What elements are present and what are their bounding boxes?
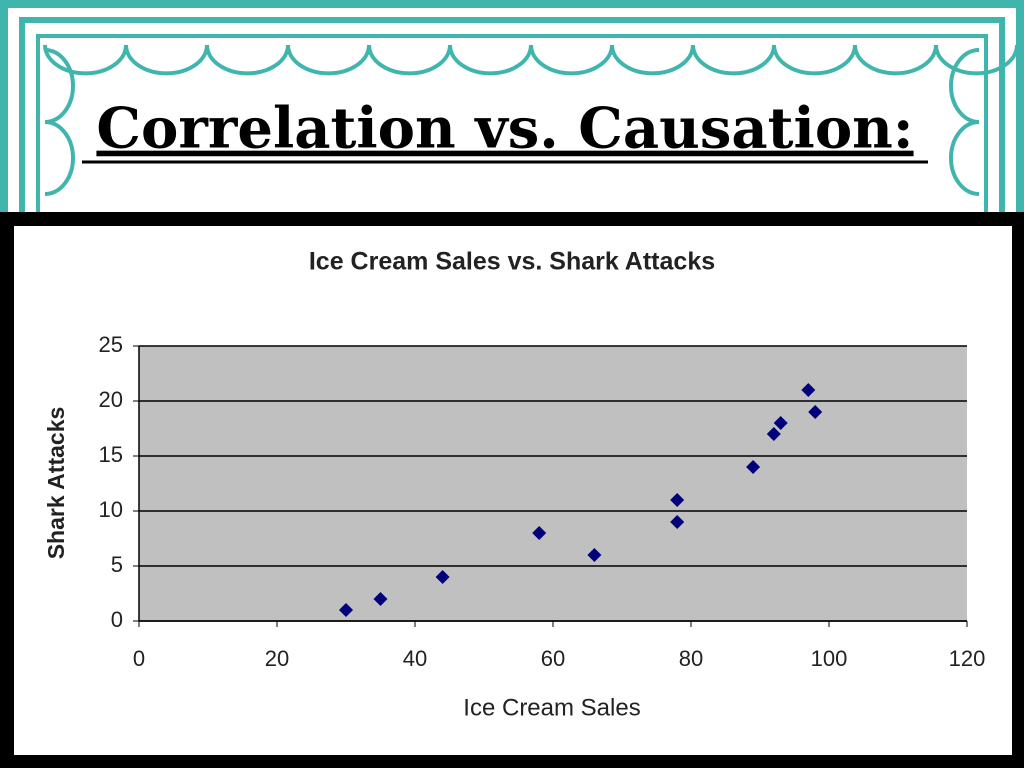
data-point <box>808 405 823 419</box>
x-tick-label: 120 <box>949 646 986 671</box>
plot-area <box>139 346 967 621</box>
data-point <box>339 603 353 617</box>
frame-scallops-left <box>44 48 75 196</box>
data-point <box>670 493 685 507</box>
data-point <box>766 427 781 441</box>
x-tick-label: 100 <box>811 646 848 671</box>
data-point <box>435 570 450 584</box>
data-point <box>670 515 685 529</box>
data-point <box>373 592 388 606</box>
data-point <box>801 383 816 397</box>
frame-scallops <box>43 44 1019 76</box>
x-axis-label: Ice Cream Sales <box>463 694 640 721</box>
x-tick-label: 40 <box>403 646 427 671</box>
data-point <box>746 460 761 474</box>
y-tick-label: 5 <box>111 552 123 577</box>
data-point <box>587 548 602 562</box>
y-tick-label: 15 <box>99 442 123 467</box>
slide-title: Correlation vs. Causation: <box>96 96 913 162</box>
data-point <box>532 526 547 540</box>
x-tick-label: 20 <box>265 646 289 671</box>
x-tick-label: 0 <box>133 646 145 671</box>
y-tick-label: 25 <box>99 332 123 357</box>
data-point <box>773 416 788 430</box>
x-tick-label: 60 <box>541 646 565 671</box>
y-tick-label: 0 <box>111 607 123 632</box>
y-axis-label: Shark Attacks <box>43 407 69 560</box>
y-tick-label: 20 <box>99 387 123 412</box>
chart-title: Ice Cream Sales vs. Shark Attacks <box>309 248 715 276</box>
frame-scallops-right <box>949 48 980 196</box>
x-tick-label: 80 <box>679 646 703 671</box>
y-tick-label: 10 <box>99 497 123 522</box>
